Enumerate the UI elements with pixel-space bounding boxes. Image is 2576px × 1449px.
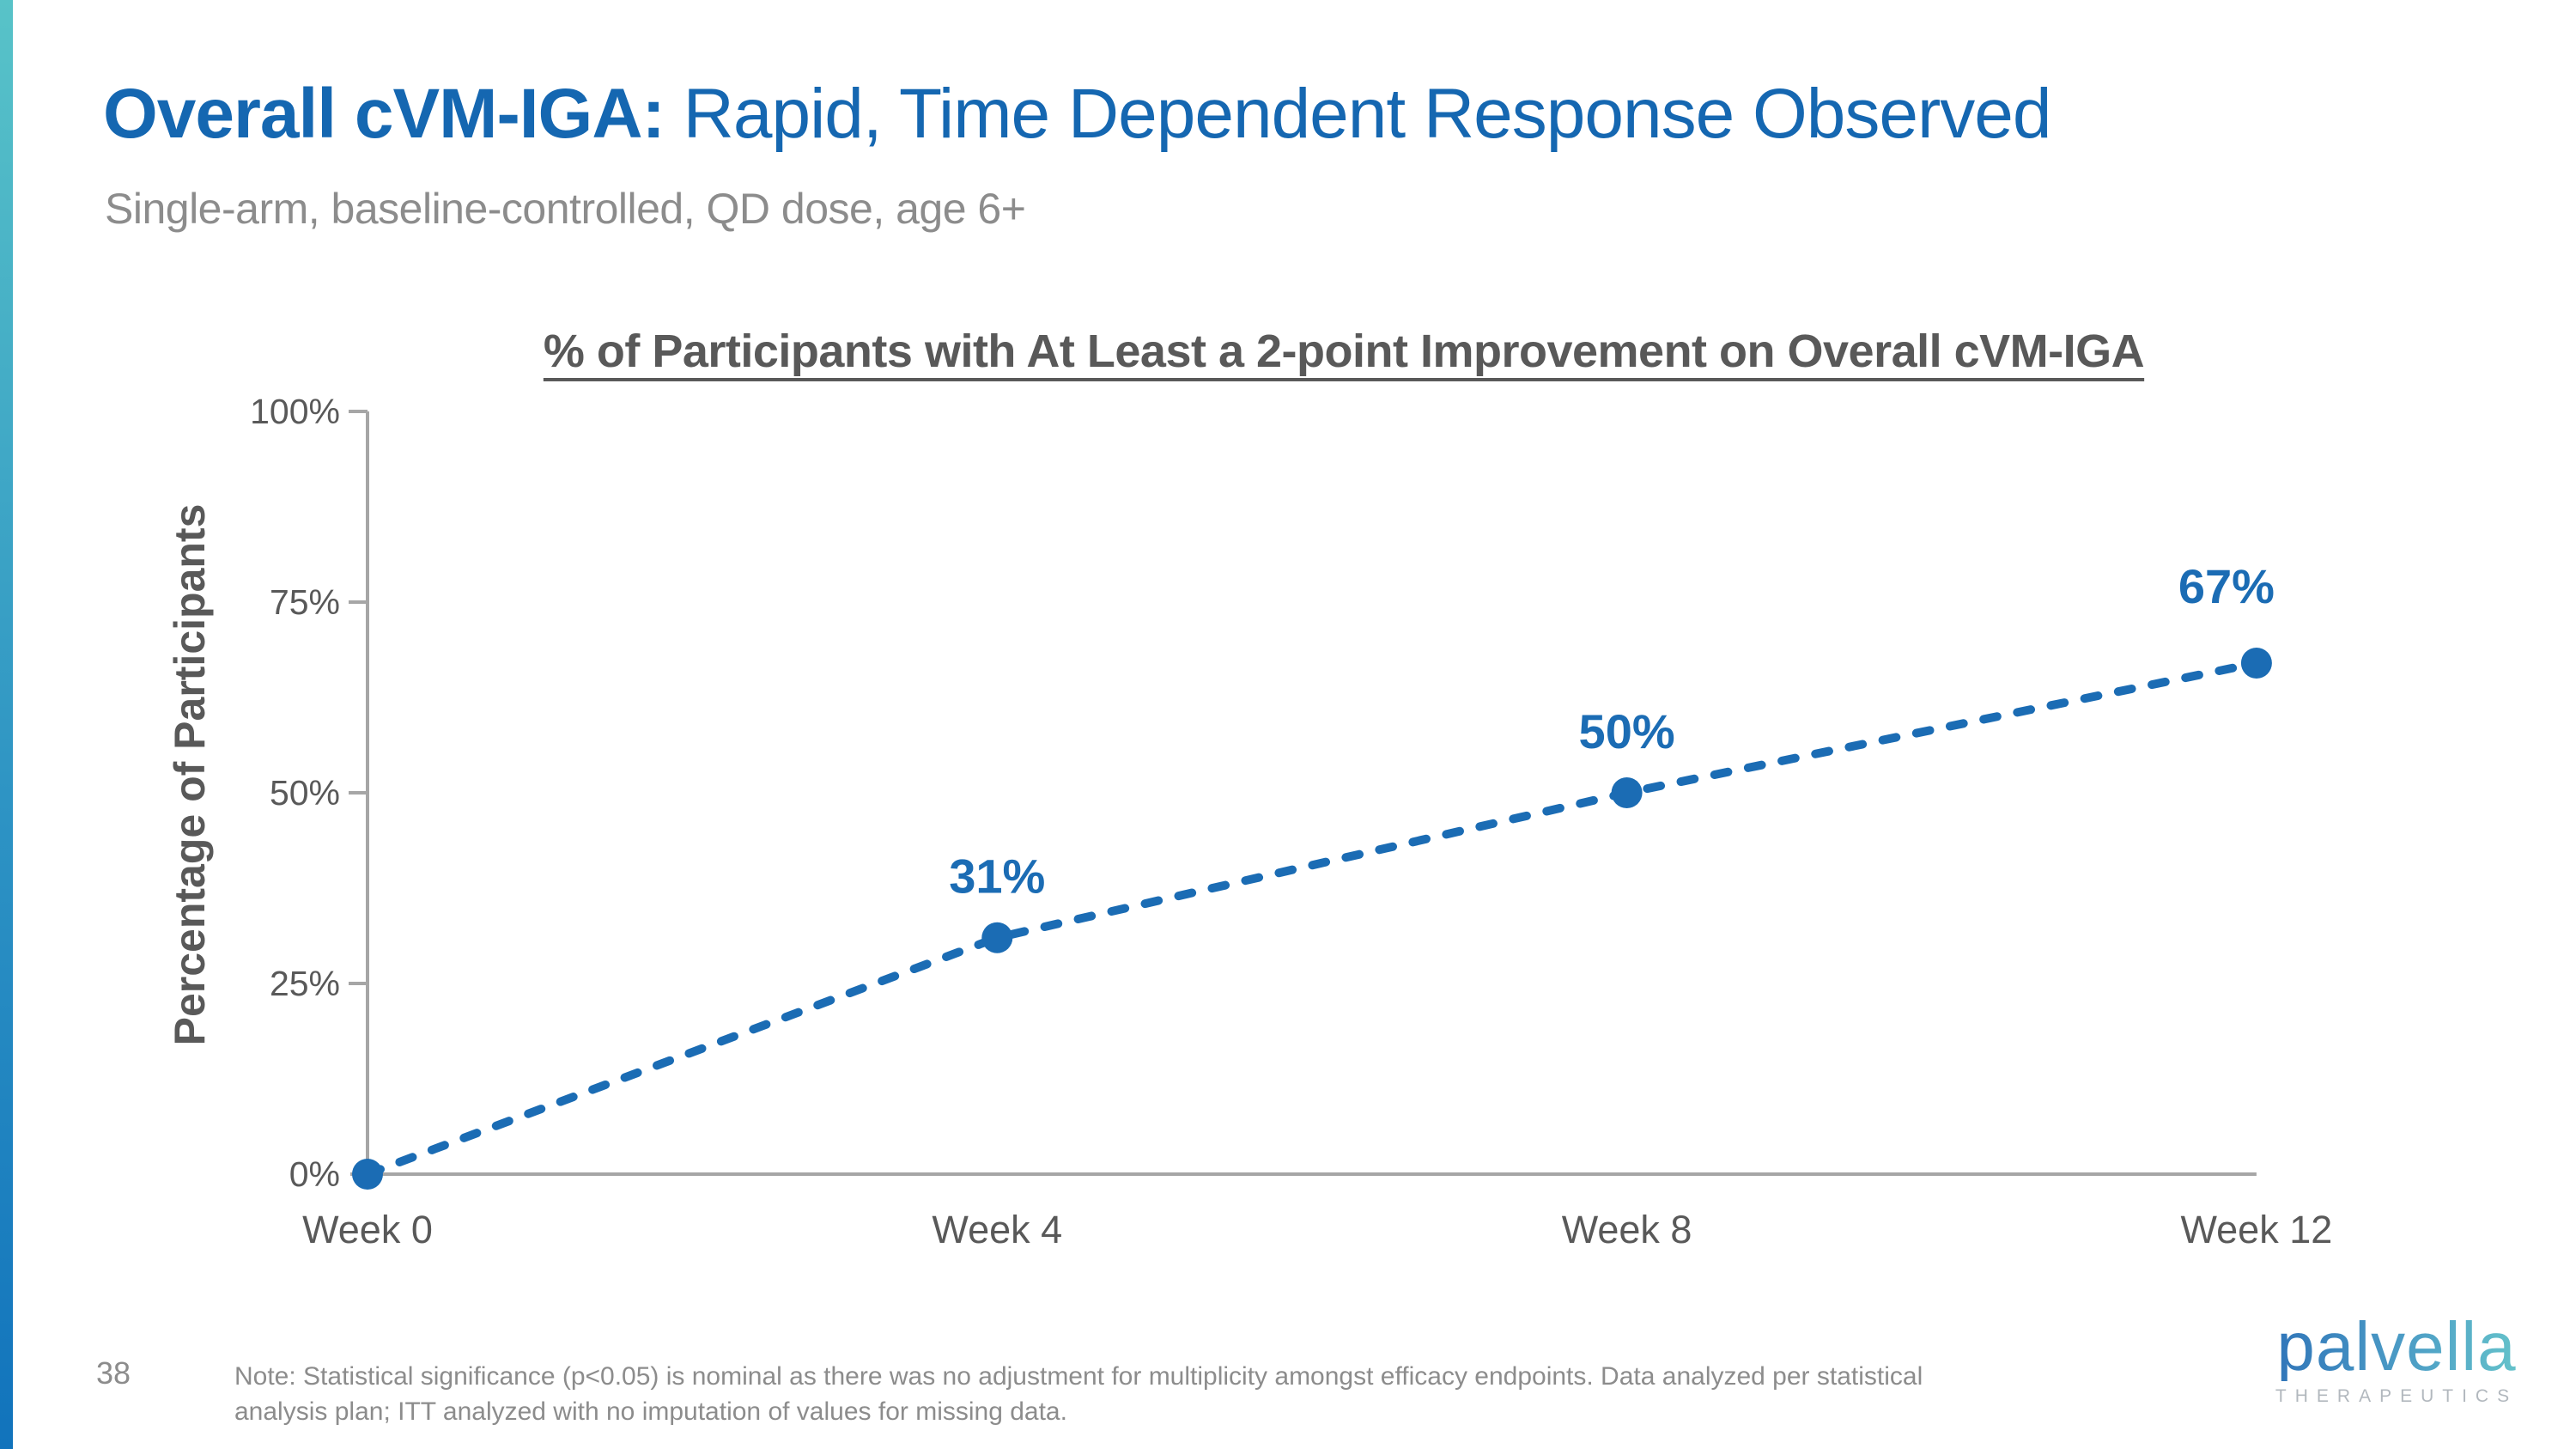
x-tick-label: Week 12: [2181, 1208, 2333, 1251]
footnote-line-2: analysis plan; ITT analyzed with no impu…: [234, 1397, 1067, 1426]
slide-subtitle: Single-arm, baseline-controlled, QD dose…: [105, 185, 1026, 233]
x-tick-label: Week 4: [932, 1208, 1062, 1251]
x-tick-label: Week 8: [1562, 1208, 1692, 1251]
y-tick-label: 25%: [270, 964, 340, 1003]
page-number: 38: [96, 1355, 131, 1391]
logo-wordmark: palvella: [2263, 1312, 2530, 1381]
y-tick-label: 50%: [270, 773, 340, 813]
chart-title-wrap: % of Participants with At Least a 2-poin…: [369, 325, 2318, 378]
logo-tagline: THERAPEUTICS: [2275, 1386, 2518, 1406]
slide-title-rest: Rapid, Time Dependent Response Observed: [664, 75, 2052, 153]
trend-line: [363, 659, 2261, 1178]
slide-title: Overall cVM-IGA: Rapid, Time Dependent R…: [103, 75, 2052, 153]
slide-title-emphasis: Overall cVM-IGA:: [103, 75, 665, 153]
accent-bar: [0, 0, 13, 1449]
data-point: [981, 922, 1013, 953]
footnote-line-1: Note: Statistical significance (p<0.05) …: [234, 1362, 1923, 1391]
y-tick-label: 75%: [270, 582, 340, 622]
data-point-label: 50%: [1579, 704, 1675, 758]
data-point-label: 67%: [2178, 559, 2275, 613]
data-point-label: 31%: [949, 849, 1045, 904]
company-logo: palvella THERAPEUTICS: [2263, 1312, 2530, 1407]
data-point: [1611, 777, 1643, 808]
chart-title: % of Participants with At Least a 2-poin…: [543, 326, 2145, 377]
y-tick-label: 100%: [250, 392, 340, 431]
data-point: [2240, 648, 2272, 679]
data-point: [352, 1159, 383, 1190]
footnote: Note: Statistical significance (p<0.05) …: [234, 1359, 2209, 1429]
x-tick-label: Week 0: [302, 1208, 433, 1251]
y-tick-label: 0%: [289, 1154, 340, 1194]
